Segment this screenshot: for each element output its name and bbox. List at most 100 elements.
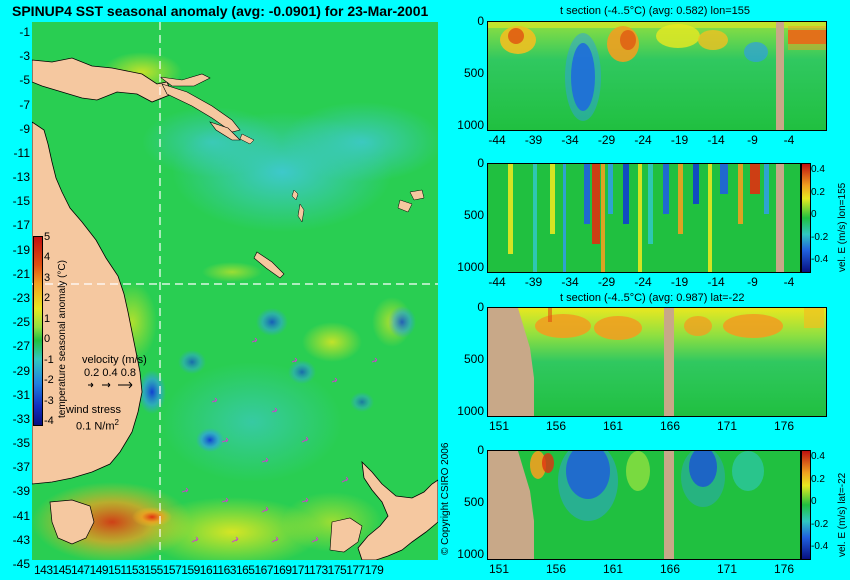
panel-y-tick: 500 (463, 207, 484, 222)
panel-3-title: t section (-4..5°C) (avg: 0.987) lat=-22 (560, 292, 745, 304)
t-section-lon155[interactable] (487, 21, 827, 131)
panel-x-tick: 156 (545, 419, 567, 433)
panel-x-tick: 161 (602, 562, 624, 576)
lat-label: -17 (12, 218, 30, 233)
velocity-legend-arrows (86, 380, 136, 390)
panel-x-tick: -24 (634, 133, 652, 147)
lat-label: -41 (12, 508, 30, 523)
panel-y-tick: 1000 (457, 546, 484, 561)
lat-label: -29 (12, 363, 30, 378)
panel-x-tick: -24 (634, 275, 652, 289)
lat-label: -13 (12, 170, 30, 185)
sst-colorbar-label: temperature seasonal anomaly (°C) (57, 260, 68, 418)
panel-x-tick: -34 (561, 275, 579, 289)
lat-label: -39 (12, 484, 30, 499)
panel-y-tick: 500 (463, 351, 484, 366)
panel-y-tick: 0 (477, 156, 484, 170)
lat-label: -25 (12, 315, 30, 330)
vel-section-lat-22[interactable] (487, 450, 801, 560)
colorbar-tick: -1 (44, 353, 54, 366)
colorbar-tick: 2 (44, 292, 51, 305)
panel-x-tick: -14 (707, 275, 725, 289)
vel-colorbar-tick: -0.4 (811, 541, 829, 552)
panel-x-tick: -44 (488, 275, 506, 289)
panel-y-tick: 0 (477, 14, 484, 28)
panel-x-tick: 176 (773, 562, 795, 576)
panel-x-tick: 151 (488, 562, 510, 576)
vel-section-lon155[interactable] (487, 163, 801, 273)
lat-label: -3 (19, 49, 30, 64)
vel-colorbar-tick: -0.2 (811, 518, 829, 530)
vel-colorbar-1 (801, 163, 811, 273)
vel-colorbar-tick: 0 (811, 209, 817, 220)
colorbar-tick: 4 (44, 251, 51, 264)
lat-label: -35 (12, 436, 30, 451)
colorbar-tick: 5 (44, 231, 51, 243)
panel-x-tick: -39 (524, 275, 543, 289)
vel-colorbar-2 (801, 450, 811, 560)
panel-x-tick: 176 (773, 419, 795, 433)
panel-y-tick: 1000 (457, 403, 484, 418)
vel-colorbar-tick: 0 (811, 496, 817, 507)
vel-colorbar-tick: 0.4 (811, 451, 825, 462)
wind-legend-value: 0.1 N/m2 (76, 418, 119, 433)
panel-x-tick: -19 (670, 133, 689, 147)
panel-2-side-label: vel. E (m/s) lon=155 (837, 182, 848, 272)
panel-x-tick: -4 (783, 133, 795, 147)
vel-colorbar-tick: -0.4 (811, 254, 829, 265)
panel-x-tick: -44 (488, 133, 506, 147)
panel-y-tick: 0 (477, 300, 484, 314)
panel-1-title: t section (-4..5°C) (avg: 0.582) lon=155 (560, 5, 750, 17)
lat-label: -1 (19, 25, 30, 39)
panel-x-tick: 171 (716, 419, 738, 433)
colorbar-tick: -4 (44, 415, 54, 427)
velocity-legend-scale: 0.2 0.4 0.8 (84, 367, 136, 379)
lat-label: -9 (19, 121, 30, 136)
panel-x-tick: 166 (659, 562, 681, 576)
panel-y-tick: 1000 (457, 117, 484, 132)
lat-label: -43 (12, 532, 30, 547)
colorbar-tick: 1 (44, 312, 51, 325)
panel-y-tick: 0 (477, 443, 484, 457)
lon-axis-labels: 1431451471491511531551571591611631651671… (34, 563, 384, 577)
panel-x-tick: -29 (597, 133, 616, 147)
lat-label: -23 (12, 291, 30, 305)
sst-map[interactable] (32, 22, 438, 560)
lat-label: -11 (13, 145, 30, 160)
panel-x-tick: 156 (545, 562, 567, 576)
panel-x-tick: -4 (783, 275, 795, 289)
panel-y-tick: 1000 (457, 259, 484, 274)
colorbar-tick: 0 (44, 333, 51, 346)
lat-label: -45 (12, 557, 30, 571)
lat-label: -37 (12, 460, 30, 475)
lat-label: -5 (19, 73, 30, 88)
wind-legend-title: wind stress (66, 404, 122, 416)
panel-y-tick: 500 (463, 65, 484, 80)
vel-colorbar-tick: 0.2 (811, 473, 825, 485)
panel-x-tick: -29 (597, 275, 616, 289)
map-title: SPINUP4 SST seasonal anomaly (avg: -0.09… (12, 3, 429, 19)
panel-x-tick: -14 (707, 133, 725, 147)
lat-label: -19 (12, 242, 30, 257)
velocity-legend-title: velocity (m/s) (82, 354, 147, 366)
vel-colorbar-tick: 0.4 (811, 164, 825, 175)
panel-x-tick: -9 (747, 133, 758, 147)
lat-label: -33 (12, 411, 30, 426)
panel-x-tick: -19 (670, 275, 689, 289)
lat-label: -27 (12, 339, 30, 354)
sst-colorbar (33, 236, 43, 426)
lat-label: -31 (12, 387, 30, 402)
panel-y-tick: 500 (463, 494, 484, 509)
vel-colorbar-tick: -0.2 (811, 231, 829, 243)
panel-x-tick: 166 (659, 419, 681, 433)
panel-x-tick: 171 (716, 562, 738, 576)
panel-x-tick: -9 (747, 275, 758, 289)
panel-4-side-label: vel. E (m/s) lat=-22 (837, 472, 848, 557)
t-section-lat-22[interactable] (487, 307, 827, 417)
colorbar-tick: -2 (44, 374, 54, 387)
lat-label: -21 (12, 266, 30, 281)
panel-x-tick: 161 (602, 419, 624, 433)
panel-x-tick: -34 (561, 133, 579, 147)
colorbar-tick: 3 (44, 271, 51, 284)
lat-label: -7 (19, 97, 30, 112)
